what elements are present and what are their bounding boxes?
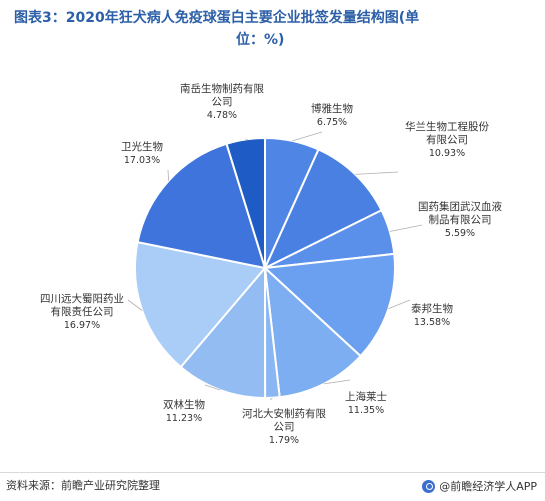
brand-text: @前瞻经济学人APP <box>439 480 537 493</box>
pie-slice-8 <box>134 240 267 369</box>
leader-line-8 <box>127 299 143 311</box>
slice-label-1-line-1: 博雅生物 <box>311 102 353 115</box>
footer-divider <box>0 472 545 473</box>
slice-label-7-line-1: 双林生物 <box>163 398 205 411</box>
slice-label-2-line-1: 华兰生物工程股份 <box>405 120 489 133</box>
leader-line-2 <box>355 171 399 175</box>
brand-logo-icon <box>422 479 436 493</box>
slice-label-3-line-1: 国药集团武汉血液 <box>418 200 502 213</box>
slice-label-4-line-1: 泰邦生物 <box>411 302 453 315</box>
leader-line-7 <box>204 384 221 391</box>
chart-title-line-1: 图表3：2020年狂犬病人免疫球蛋白主要企业批签发量结构图(单 <box>14 10 420 26</box>
source-note: 资料来源：前瞻产业研究院整理 <box>6 479 160 492</box>
slice-value-6: 1.79% <box>269 435 299 446</box>
slice-label-9-line-1: 卫光生物 <box>121 140 163 153</box>
slice-value-8: 16.97% <box>64 320 100 331</box>
leader-line-9 <box>167 169 169 181</box>
slice-label-6-line-2: 公司 <box>274 421 295 433</box>
pie-slice-4 <box>262 252 396 358</box>
chart-title-line-2: 位：%) <box>236 32 285 48</box>
slice-label-5-line-1: 上海莱士 <box>345 390 387 403</box>
pie-slice-10 <box>225 136 266 269</box>
slice-value-4: 13.58% <box>414 317 450 328</box>
slice-label-10-line-1: 南岳生物制药有限 <box>180 82 264 95</box>
slice-label-6-line-1: 河北大安制药有限 <box>242 407 326 420</box>
leader-lines <box>127 131 423 401</box>
slice-value-1: 6.75% <box>317 117 347 128</box>
leader-line-3 <box>389 224 423 232</box>
slice-value-9: 17.03% <box>124 155 160 166</box>
leader-line-10 <box>245 139 249 141</box>
slice-label-8-line-1: 四川远大蜀阳药业 <box>40 292 124 305</box>
slice-label-10-line-2: 公司 <box>212 96 233 108</box>
slice-value-5: 11.35% <box>348 405 384 416</box>
slice-value-3: 5.59% <box>445 228 475 239</box>
slice-value-7: 11.23% <box>166 413 202 424</box>
leader-line-1 <box>292 131 323 142</box>
leader-line-5 <box>323 379 351 385</box>
brand-mark: @前瞻经济学人APP <box>422 478 537 494</box>
slice-label-3-line-2: 制品有限公司 <box>429 213 492 226</box>
slice-label-2-line-2: 有限公司 <box>426 133 468 146</box>
slice-value-10: 4.78% <box>207 110 237 121</box>
pie-slices <box>134 136 396 400</box>
leader-line-6 <box>269 397 273 401</box>
slice-label-8-line-2: 有限责任公司 <box>51 305 114 318</box>
slice-value-2: 10.93% <box>429 148 465 159</box>
pie-slice-2 <box>262 148 383 271</box>
leader-line-4 <box>388 299 411 309</box>
pie-slice-9 <box>136 142 267 270</box>
